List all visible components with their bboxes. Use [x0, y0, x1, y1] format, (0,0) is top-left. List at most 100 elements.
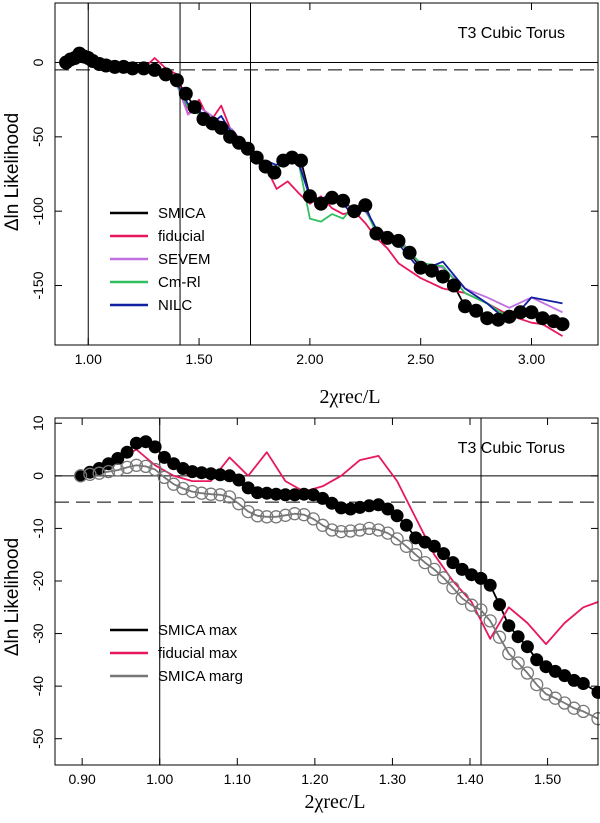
bottom-point-smica-max-48 [520, 640, 534, 654]
bottom-point-smica-max-39 [437, 547, 451, 561]
bottom-x-axis-title-text: 2χrec/L [304, 791, 365, 813]
top-y-tick-label-0: 0 [30, 58, 46, 66]
top-y-axis-title: Δln Likelihood [2, 113, 23, 231]
top-point-smica-41 [424, 263, 439, 278]
bottom-point-smica-marg-16 [222, 490, 237, 504]
bottom-panel-title: T3 Cubic Torus [458, 440, 565, 457]
bottom-point-smica-marg-30 [353, 523, 367, 537]
top-point-smica-50 [524, 305, 539, 320]
bottom-legend-label-1: fiducial max [158, 645, 238, 662]
bottom-point-smica-marg-33 [381, 526, 395, 540]
bottom-point-smica-marg-29 [343, 524, 358, 538]
top-point-smica-53 [555, 317, 570, 332]
top-legend-label-0: SMICA [158, 205, 206, 222]
bottom-point-smica-marg-34 [390, 532, 404, 546]
bottom-point-smica-marg-25 [306, 512, 320, 526]
top-legend-label-4: NILC [158, 297, 192, 314]
bottom-x-tick-label-6: 1.50 [534, 771, 561, 787]
bottom-point-smica-marg-28 [334, 524, 348, 539]
top-point-smica-31 [314, 196, 328, 211]
top-legend-label-1: fiducial [158, 228, 205, 245]
bottom-point-smica-marg-13 [194, 486, 209, 500]
bottom-panel: 0.90 1.00 1.10 1.20 1.30 1.40 1.50 10 0 -10 -20 -30… [2, 415, 600, 813]
top-x-axis-title: 2χrec/L [319, 386, 380, 408]
bottom-point-smica-max-8 [148, 440, 162, 454]
bottom-x-tick-label-0: 0.90 [69, 771, 96, 787]
top-panel-title: T3 Cubic Torus [458, 25, 565, 42]
top-panel: 1.00 1.50 2.00 2.50 3.00 0 -50 -100 -150 SMICA fid… [2, 2, 599, 408]
top-point-smica-26 [267, 165, 282, 180]
bottom-point-smica-marg-53 [567, 701, 581, 715]
top-legend-label-3: Cm-Rl [158, 274, 201, 291]
top-point-smica-14 [158, 67, 173, 82]
bottom-point-smica-max-43 [474, 571, 488, 585]
top-x-tick-label-1: 1.50 [185, 351, 212, 367]
top-x-axis-title-text: 2χrec/L [319, 386, 380, 408]
bottom-point-smica-marg-18 [241, 504, 255, 519]
bottom-point-smica-max-45 [493, 598, 506, 612]
bottom-point-smica-marg-17 [232, 497, 246, 511]
top-point-smica-30 [302, 189, 317, 204]
bottom-axes-frame [54, 417, 599, 766]
bottom-point-smica-max-49 [530, 653, 544, 667]
bottom-point-smica-marg-54 [576, 704, 590, 719]
bottom-y-tick-label-1: 0 [30, 472, 46, 480]
top-x-tick-label-0: 1.00 [75, 351, 102, 367]
bottom-point-smica-max-34 [390, 509, 404, 523]
bottom-point-smica-max-54 [576, 677, 590, 690]
top-point-smica-42 [435, 269, 450, 284]
bottom-point-smica-marg-9 [157, 470, 172, 485]
bottom-point-smica-marg-41 [455, 591, 469, 605]
bottom-point-smica-max-35 [399, 518, 413, 532]
bottom-point-smica-max-5 [120, 445, 134, 459]
bottom-point-smica-marg-23 [288, 507, 302, 521]
top-point-smica-38 [391, 233, 406, 248]
bottom-point-smica-marg-45 [492, 630, 507, 644]
bottom-y-tick-label-0: 10 [30, 415, 46, 431]
bottom-point-smica-marg-37 [418, 555, 432, 570]
top-x-tick-label-3: 2.50 [407, 351, 434, 367]
bottom-point-smica-marg-48 [520, 666, 535, 680]
bottom-point-smica-marg-27 [325, 523, 339, 537]
bottom-x-tick-label-3: 1.20 [301, 771, 328, 787]
bottom-plot-area: 0.90 1.00 1.10 1.20 1.30 1.40 1.50 10 0 -10 -20 -30… [30, 415, 600, 787]
bottom-point-smica-marg-12 [185, 484, 199, 499]
bottom-point-smica-marg-11 [176, 481, 190, 496]
bottom-point-smica-marg-1 [83, 467, 97, 481]
bottom-point-smica-max-55 [591, 685, 600, 699]
bottom-point-smica-marg-3 [101, 464, 116, 479]
bottom-y-tick-label-5: -40 [30, 676, 46, 696]
bottom-x-tick-label-4: 1.30 [379, 771, 406, 787]
bottom-point-smica-max-44 [483, 578, 497, 592]
bottom-point-smica-marg-0 [73, 469, 88, 483]
top-point-smica-15 [169, 73, 184, 88]
bottom-legend-label-2: SMICA marg [158, 668, 243, 685]
bottom-y-tick-label-6: -50 [30, 728, 46, 748]
bottom-point-smica-marg-47 [511, 656, 525, 670]
bottom-point-smica-marg-14 [204, 487, 218, 501]
bottom-point-smica-marg-2 [92, 466, 106, 480]
bottom-y-axis-title: Δln Likelihood [2, 538, 23, 656]
top-point-smica-16 [178, 86, 193, 101]
top-y-tick-label-3: -150 [30, 271, 46, 299]
bottom-point-smica-marg-50 [539, 687, 553, 701]
top-legend-label-2: SEVEM [158, 251, 211, 268]
bottom-point-smica-marg-39 [436, 571, 451, 585]
bottom-point-smica-marg-22 [278, 508, 293, 522]
bottom-point-smica-marg-7 [139, 459, 153, 474]
bottom-point-smica-marg-35 [399, 539, 414, 553]
top-point-smica-23 [240, 141, 255, 156]
top-plot-area: 1.00 1.50 2.00 2.50 3.00 0 -50 -100 -150 SMICA fid… [30, 2, 599, 367]
top-x-tick-label-4: 3.00 [518, 351, 545, 367]
top-y-tick-label-2: -100 [30, 197, 46, 225]
top-point-smica-35 [358, 198, 373, 213]
top-point-smica-24 [249, 150, 264, 165]
bottom-point-smica-marg-6 [129, 458, 144, 472]
bottom-point-smica-marg-46 [502, 646, 516, 661]
bottom-point-smica-marg-24 [297, 508, 311, 522]
top-point-smica-39 [402, 245, 417, 260]
bottom-point-smica-marg-8 [148, 462, 162, 477]
bottom-point-smica-marg-44 [483, 614, 497, 628]
bottom-point-smica-marg-49 [530, 677, 544, 692]
